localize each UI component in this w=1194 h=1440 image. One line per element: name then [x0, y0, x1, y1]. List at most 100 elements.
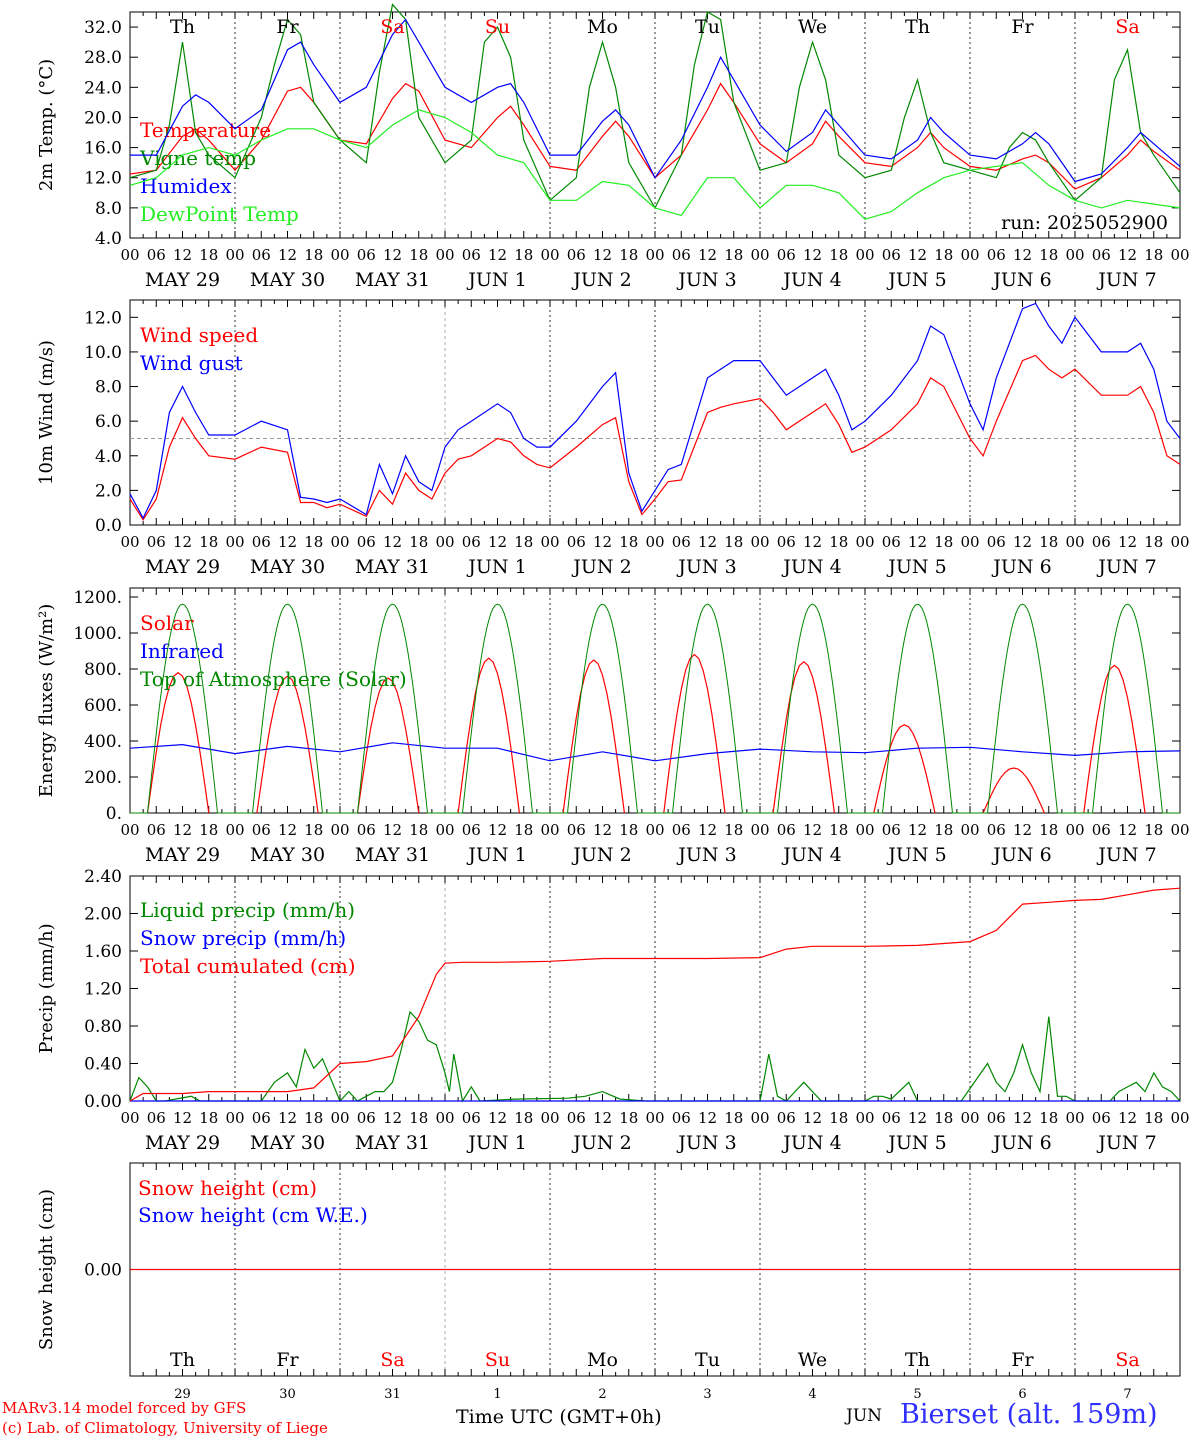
series-solar-line — [562, 659, 625, 814]
hour-tick-label: 00 — [435, 821, 454, 839]
hour-tick-label: 18 — [934, 821, 953, 839]
hour-tick-label: 06 — [777, 246, 796, 264]
weekday-label-bottom: Tu — [695, 1349, 720, 1371]
y-axis-label: Snow height (cm) — [36, 1189, 57, 1350]
legend-entry: Snow height (cm W.E.) — [138, 1203, 368, 1227]
hour-tick-label: 00 — [645, 533, 664, 551]
hour-tick-label: 18 — [409, 533, 428, 551]
y-tick-label: 1200. — [73, 588, 122, 608]
day-number-label: 30 — [279, 1387, 296, 1402]
month-label: JUN — [846, 1406, 883, 1426]
hour-tick-label: 12 — [278, 821, 297, 839]
hour-tick-label: 18 — [1144, 533, 1163, 551]
hour-tick-label: 12 — [1013, 1109, 1032, 1127]
series-solar-line — [982, 767, 1045, 814]
hour-tick-label: 12 — [593, 533, 612, 551]
hour-tick-label: 00 — [225, 1109, 244, 1127]
legend-entry: Temperature — [140, 118, 271, 142]
hour-tick-label: 12 — [1013, 533, 1032, 551]
hour-tick-label: 00 — [540, 533, 559, 551]
hour-tick-label: 18 — [829, 533, 848, 551]
lab-credit: (c) Lab. of Climatology, University of L… — [2, 1419, 328, 1437]
hour-tick-label: 00 — [750, 246, 769, 264]
weekday-label-bottom: Fr — [1011, 1349, 1034, 1371]
series-line-1-1 — [129, 302, 1181, 520]
y-tick-label: 16.0 — [84, 139, 122, 159]
date-label: JUN 6 — [991, 556, 1051, 578]
hour-tick-label: 12 — [803, 533, 822, 551]
hour-tick-label: 06 — [252, 1109, 271, 1127]
hour-tick-label: 12 — [908, 533, 927, 551]
hour-tick-label: 12 — [383, 821, 402, 839]
y-tick-label: 1000. — [73, 624, 122, 644]
weekday-label-bottom: Sa — [1115, 1349, 1139, 1371]
hour-tick-label: 00 — [540, 821, 559, 839]
hour-tick-label: 12 — [383, 1109, 402, 1127]
hour-tick-label: 00 — [645, 1109, 664, 1127]
legend-entry: Solar — [140, 611, 194, 635]
weekday-label-top: Th — [170, 16, 195, 38]
day-number-label: 3 — [703, 1387, 711, 1402]
hour-tick-label: 12 — [1013, 246, 1032, 264]
y-tick-label: 2.40 — [84, 867, 122, 887]
hour-tick-label: 00 — [645, 246, 664, 264]
hour-tick-label: 06 — [147, 246, 166, 264]
hour-tick-label: 18 — [1144, 1109, 1163, 1127]
date-label: MAY 29 — [145, 1132, 220, 1154]
date-label: JUN 6 — [991, 844, 1051, 866]
legend-entry: Humidex — [140, 174, 232, 198]
hour-tick-label: 18 — [619, 533, 638, 551]
hour-tick-label: 18 — [724, 821, 743, 839]
hour-tick-label: 06 — [462, 1109, 481, 1127]
model-credit: MARv3.14 model forced by GFS — [2, 1399, 247, 1417]
hour-tick-label: 12 — [173, 533, 192, 551]
hour-tick-label: 06 — [147, 1109, 166, 1127]
y-tick-label: 1.60 — [84, 942, 122, 962]
series-toa-line — [1075, 603, 1180, 814]
date-label: MAY 29 — [145, 556, 220, 578]
hour-tick-label: 00 — [120, 821, 139, 839]
date-label: JUN 1 — [466, 269, 526, 291]
legend-entry: Total cumulated (cm) — [140, 954, 356, 978]
y-tick-label: 0.80 — [84, 1017, 122, 1037]
hour-tick-label: 06 — [1092, 1109, 1111, 1127]
hour-tick-label: 18 — [829, 246, 848, 264]
hour-tick-label: 12 — [278, 533, 297, 551]
date-label: JUN 1 — [466, 844, 526, 866]
legend-entry: Top of Atmosphere (Solar) — [140, 667, 407, 691]
date-label: JUN 2 — [571, 844, 631, 866]
hour-tick-label: 06 — [357, 533, 376, 551]
hour-tick-label: 12 — [908, 1109, 927, 1127]
hour-tick-label: 06 — [357, 1109, 376, 1127]
hour-tick-label: 12 — [1118, 1109, 1137, 1127]
y-tick-label: 0.00 — [84, 1092, 122, 1112]
hour-tick-label: 06 — [777, 821, 796, 839]
hour-tick-label: 06 — [357, 246, 376, 264]
day-number-label: 7 — [1123, 1387, 1131, 1402]
hour-tick-label: 12 — [488, 246, 507, 264]
series-toa-line — [760, 603, 865, 814]
hour-tick-label: 06 — [147, 533, 166, 551]
series-line-0-2 — [130, 18, 1181, 183]
series-solar-line — [663, 653, 726, 814]
run-label: run: 2025052900 — [1001, 212, 1168, 234]
hour-tick-label: 00 — [750, 533, 769, 551]
series-toa-line — [550, 603, 655, 814]
date-label: JUN 6 — [991, 269, 1051, 291]
hour-tick-label: 00 — [120, 246, 139, 264]
hour-tick-label: 18 — [409, 246, 428, 264]
hour-tick-label: 00 — [1170, 1109, 1189, 1127]
y-axis-label: 2m Temp. (°C) — [36, 59, 57, 191]
hour-tick-label: 06 — [777, 1109, 796, 1127]
hour-tick-label: 18 — [514, 533, 533, 551]
hour-tick-label: 18 — [304, 246, 323, 264]
hour-tick-label: 00 — [750, 1109, 769, 1127]
hour-tick-label: 18 — [934, 533, 953, 551]
date-label: MAY 31 — [355, 556, 430, 578]
weekday-label-top: Mo — [587, 16, 618, 38]
date-label: JUN 6 — [991, 1132, 1051, 1154]
legend-entry: Snow precip (mm/h) — [140, 926, 346, 950]
y-tick-label: 4.0 — [95, 447, 122, 467]
hour-tick-label: 06 — [1092, 246, 1111, 264]
weekday-label-bottom: Fr — [276, 1349, 299, 1371]
